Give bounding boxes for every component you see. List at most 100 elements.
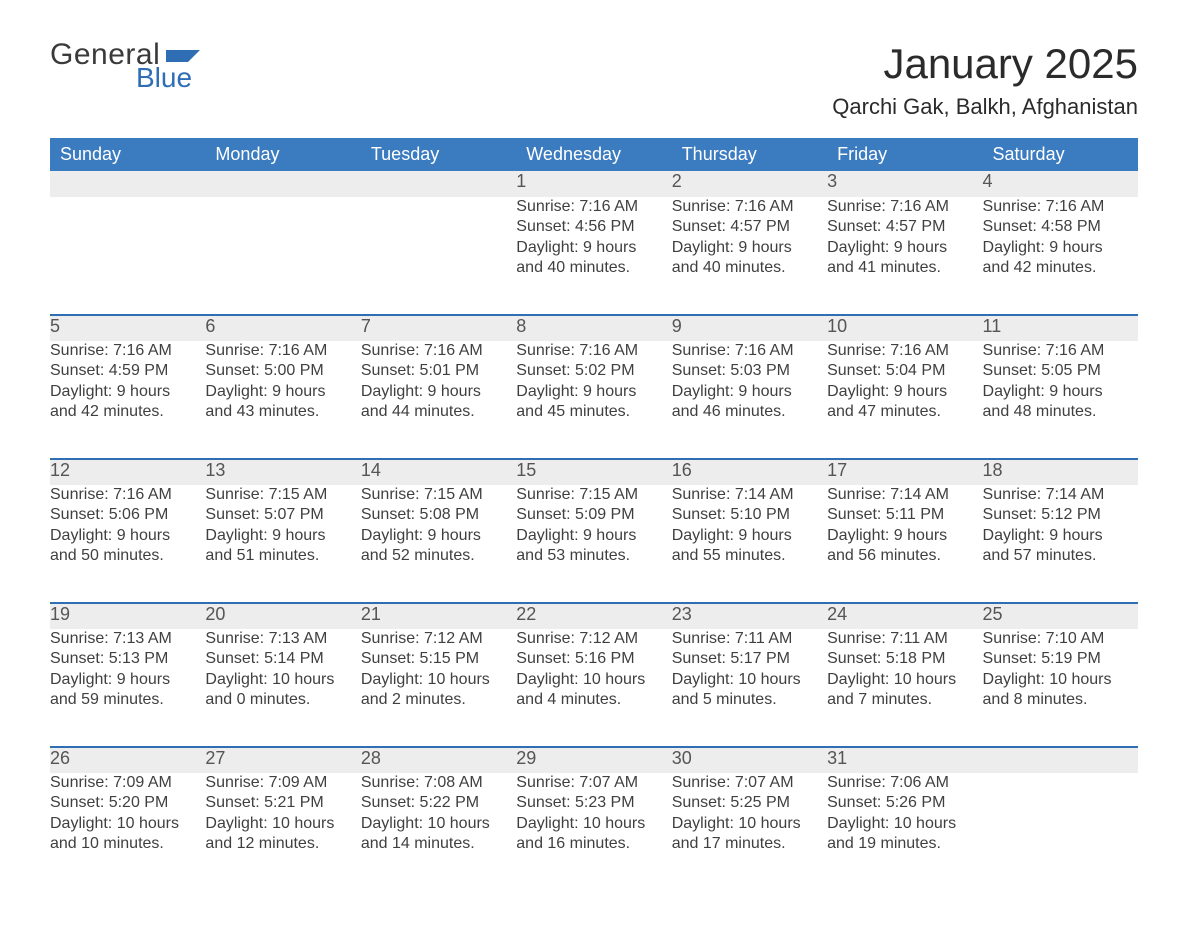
weekday-header: Sunday xyxy=(50,138,205,171)
day-info-line: Sunrise: 7:16 AM xyxy=(205,341,360,361)
day-number-cell: 19 xyxy=(50,603,205,629)
day-info-line: Daylight: 10 hours xyxy=(361,814,516,834)
day-info-line: Sunrise: 7:16 AM xyxy=(516,197,671,217)
day-number-cell: 17 xyxy=(827,459,982,485)
day-content-cell: Sunrise: 7:16 AMSunset: 5:01 PMDaylight:… xyxy=(361,341,516,459)
day-info-line: Daylight: 9 hours xyxy=(672,526,827,546)
day-info-line: and 7 minutes. xyxy=(827,690,982,710)
day-content-cell: Sunrise: 7:14 AMSunset: 5:12 PMDaylight:… xyxy=(983,485,1138,603)
day-content-cell: Sunrise: 7:16 AMSunset: 4:58 PMDaylight:… xyxy=(983,197,1138,315)
location-subtitle: Qarchi Gak, Balkh, Afghanistan xyxy=(832,94,1138,120)
day-info-line: Daylight: 9 hours xyxy=(50,670,205,690)
day-info-line: Sunset: 5:19 PM xyxy=(983,649,1138,669)
day-info-line: and 59 minutes. xyxy=(50,690,205,710)
day-number-cell: 8 xyxy=(516,315,671,341)
day-info-line: Sunrise: 7:13 AM xyxy=(205,629,360,649)
day-info-line: and 40 minutes. xyxy=(516,258,671,278)
day-info-line: Sunrise: 7:14 AM xyxy=(827,485,982,505)
day-content-cell: Sunrise: 7:16 AMSunset: 5:05 PMDaylight:… xyxy=(983,341,1138,459)
day-info-line: Sunrise: 7:16 AM xyxy=(983,197,1138,217)
day-info-line: and 55 minutes. xyxy=(672,546,827,566)
brand-logo-text: General Blue xyxy=(50,40,200,92)
weekday-header: Tuesday xyxy=(361,138,516,171)
day-info-line: Daylight: 9 hours xyxy=(516,526,671,546)
day-number-cell: 18 xyxy=(983,459,1138,485)
day-info-line: Daylight: 9 hours xyxy=(827,526,982,546)
day-number-cell xyxy=(361,171,516,197)
day-number-cell: 6 xyxy=(205,315,360,341)
day-info-line: Sunrise: 7:11 AM xyxy=(672,629,827,649)
day-info-line: Sunset: 5:20 PM xyxy=(50,793,205,813)
day-info-line: Sunset: 5:14 PM xyxy=(205,649,360,669)
day-info-line: Sunset: 5:05 PM xyxy=(983,361,1138,381)
day-info-line: Sunset: 5:08 PM xyxy=(361,505,516,525)
month-title: January 2025 xyxy=(832,40,1138,88)
day-info-line: Daylight: 9 hours xyxy=(205,382,360,402)
day-info-line: Sunset: 5:02 PM xyxy=(516,361,671,381)
day-number-cell: 30 xyxy=(672,747,827,773)
day-info-line: and 8 minutes. xyxy=(983,690,1138,710)
calendar-page: General Blue January 2025 Qarchi Gak, Ba… xyxy=(0,0,1188,941)
day-info-line: Sunrise: 7:09 AM xyxy=(50,773,205,793)
day-number-cell: 23 xyxy=(672,603,827,629)
day-content-cell: Sunrise: 7:09 AMSunset: 5:20 PMDaylight:… xyxy=(50,773,205,891)
day-content-cell: Sunrise: 7:10 AMSunset: 5:19 PMDaylight:… xyxy=(983,629,1138,747)
day-content-cell: Sunrise: 7:12 AMSunset: 5:16 PMDaylight:… xyxy=(516,629,671,747)
day-info-line: Daylight: 9 hours xyxy=(983,238,1138,258)
day-info-line: Daylight: 9 hours xyxy=(672,238,827,258)
day-info-line: Daylight: 10 hours xyxy=(50,814,205,834)
day-number-cell: 2 xyxy=(672,171,827,197)
day-info-line: Daylight: 9 hours xyxy=(672,382,827,402)
day-info-line: Sunset: 5:15 PM xyxy=(361,649,516,669)
day-info-line: Sunrise: 7:13 AM xyxy=(50,629,205,649)
day-info-line: Sunrise: 7:14 AM xyxy=(983,485,1138,505)
day-content-cell xyxy=(50,197,205,315)
day-info-line: and 52 minutes. xyxy=(361,546,516,566)
day-content-cell: Sunrise: 7:11 AMSunset: 5:17 PMDaylight:… xyxy=(672,629,827,747)
day-info-line: and 42 minutes. xyxy=(50,402,205,422)
day-info-line: and 43 minutes. xyxy=(205,402,360,422)
day-info-line: Sunrise: 7:09 AM xyxy=(205,773,360,793)
day-info-line: Sunset: 5:09 PM xyxy=(516,505,671,525)
day-info-line: Sunset: 5:16 PM xyxy=(516,649,671,669)
day-content-cell: Sunrise: 7:06 AMSunset: 5:26 PMDaylight:… xyxy=(827,773,982,891)
day-number-cell: 10 xyxy=(827,315,982,341)
day-content-cell: Sunrise: 7:15 AMSunset: 5:09 PMDaylight:… xyxy=(516,485,671,603)
day-number-cell: 22 xyxy=(516,603,671,629)
day-content-cell: Sunrise: 7:07 AMSunset: 5:25 PMDaylight:… xyxy=(672,773,827,891)
day-info-line: and 47 minutes. xyxy=(827,402,982,422)
weekday-header: Saturday xyxy=(983,138,1138,171)
day-info-line: Sunset: 5:04 PM xyxy=(827,361,982,381)
day-info-line: Daylight: 10 hours xyxy=(983,670,1138,690)
day-info-line: Daylight: 9 hours xyxy=(205,526,360,546)
day-number-cell: 3 xyxy=(827,171,982,197)
weekday-header: Wednesday xyxy=(516,138,671,171)
day-info-line: Sunset: 4:58 PM xyxy=(983,217,1138,237)
day-info-line: Daylight: 9 hours xyxy=(827,238,982,258)
day-content-cell: Sunrise: 7:16 AMSunset: 4:59 PMDaylight:… xyxy=(50,341,205,459)
day-info-line: Sunrise: 7:12 AM xyxy=(516,629,671,649)
day-number-cell: 13 xyxy=(205,459,360,485)
day-content-cell: Sunrise: 7:16 AMSunset: 5:02 PMDaylight:… xyxy=(516,341,671,459)
day-info-line: Sunset: 5:18 PM xyxy=(827,649,982,669)
day-content-cell xyxy=(361,197,516,315)
day-info-line: Daylight: 10 hours xyxy=(205,670,360,690)
day-number-cell: 11 xyxy=(983,315,1138,341)
day-content-cell: Sunrise: 7:09 AMSunset: 5:21 PMDaylight:… xyxy=(205,773,360,891)
day-info-line: and 50 minutes. xyxy=(50,546,205,566)
day-content-cell: Sunrise: 7:16 AMSunset: 4:57 PMDaylight:… xyxy=(827,197,982,315)
day-content-cell: Sunrise: 7:13 AMSunset: 5:13 PMDaylight:… xyxy=(50,629,205,747)
day-info-line: and 2 minutes. xyxy=(361,690,516,710)
day-info-line: Daylight: 10 hours xyxy=(672,814,827,834)
day-info-line: Sunrise: 7:15 AM xyxy=(516,485,671,505)
header-row: General Blue January 2025 Qarchi Gak, Ba… xyxy=(50,40,1138,120)
weekday-header: Monday xyxy=(205,138,360,171)
day-info-line: Daylight: 9 hours xyxy=(983,526,1138,546)
brand-logo: General Blue xyxy=(50,40,200,92)
calendar-body: 1234Sunrise: 7:16 AMSunset: 4:56 PMDayli… xyxy=(50,171,1138,891)
day-info-line: and 48 minutes. xyxy=(983,402,1138,422)
day-info-line: Sunrise: 7:07 AM xyxy=(672,773,827,793)
day-info-line: Sunset: 5:26 PM xyxy=(827,793,982,813)
day-number-cell: 12 xyxy=(50,459,205,485)
day-number-cell: 4 xyxy=(983,171,1138,197)
